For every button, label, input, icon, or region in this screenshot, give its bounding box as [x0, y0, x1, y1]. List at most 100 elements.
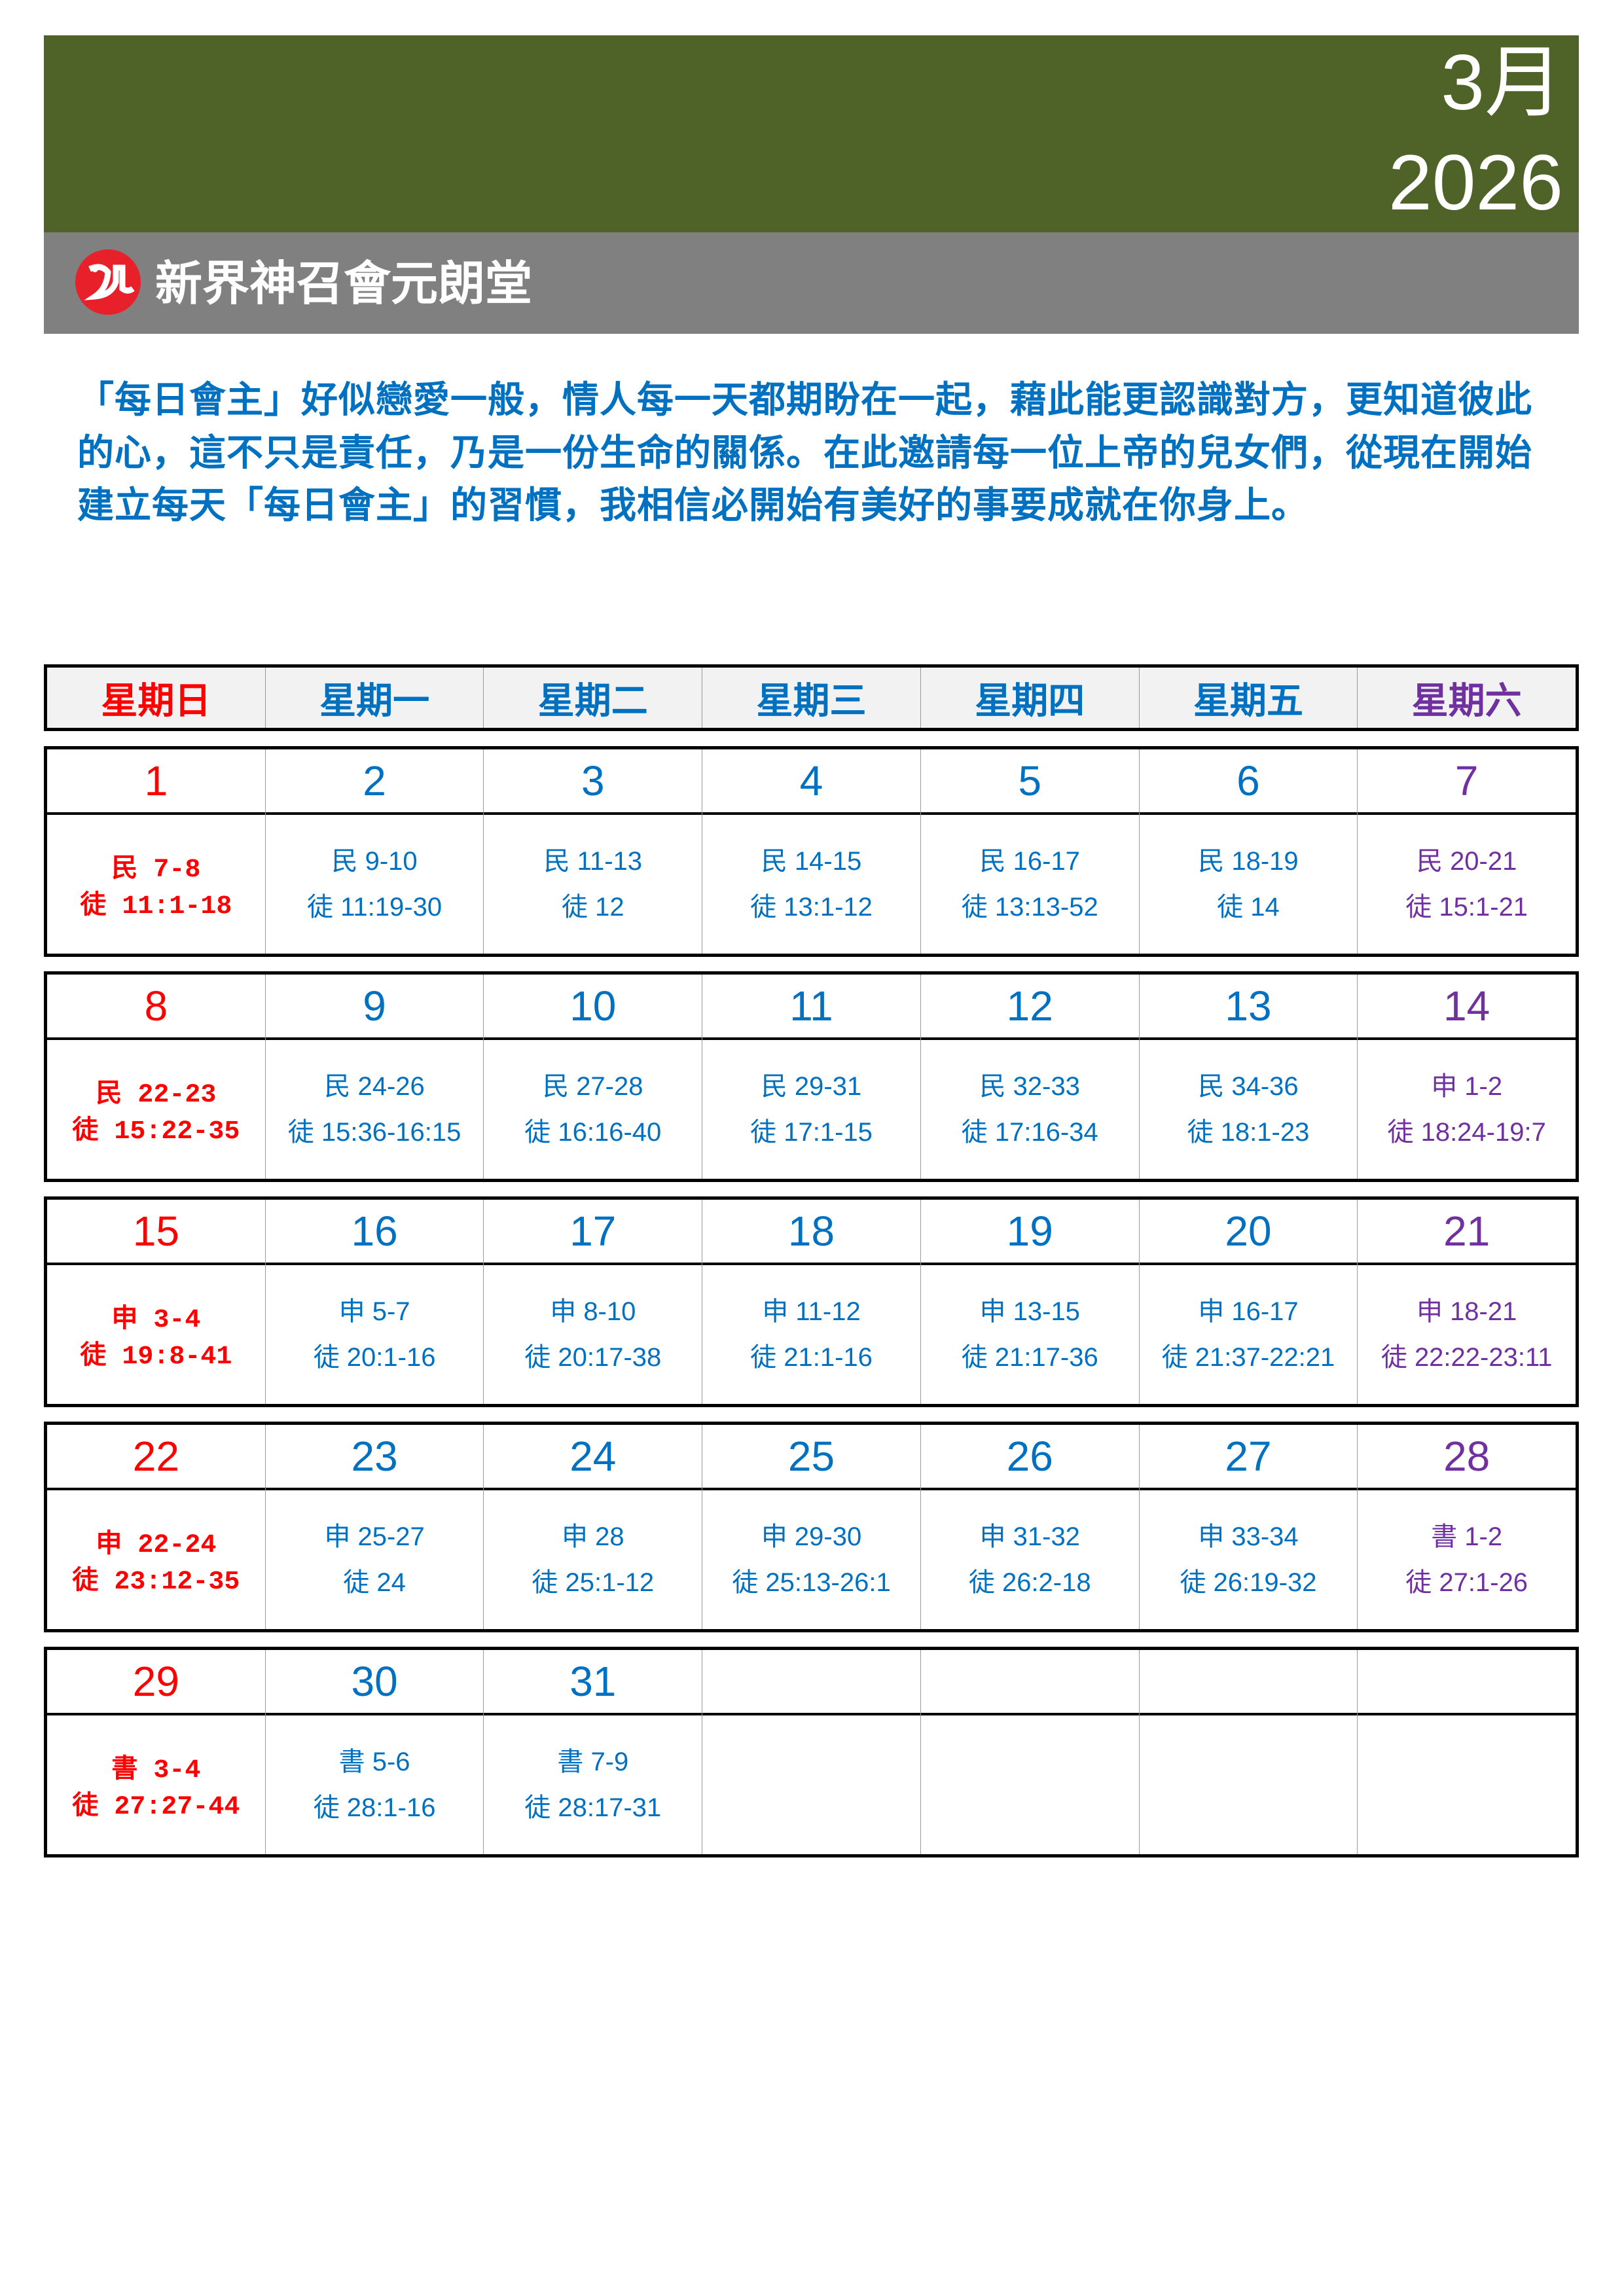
reading-passage: 徒 17:16-34	[961, 1118, 1098, 1147]
day-number: 27	[1139, 1425, 1358, 1490]
reading-plan: 申 22-24 徒 23:12-35	[47, 1490, 265, 1629]
reading-plan: 申 33-34 徒 26:19-32	[1140, 1490, 1358, 1629]
day-number: 31	[484, 1650, 702, 1715]
day-number: 23	[265, 1425, 484, 1490]
reading-passage: 徒 22:22-23:11	[1380, 1343, 1553, 1372]
calendar-week: 8 民 22-23 徒 15:22-35 9 民 24-26 徒 15:36-16:15 1…	[44, 971, 1579, 1182]
reading-plan: 民 11-13 徒 12	[484, 815, 702, 954]
reading-passage: 民 27-28	[543, 1072, 643, 1101]
calendar-day: 2 民 9-10 徒 11:19-30	[264, 749, 484, 954]
calendar-day: 11 民 29-31 徒 17:1-15	[702, 975, 920, 1179]
reading-passage: 徒 24	[343, 1568, 406, 1597]
calendar-day	[1138, 1650, 1358, 1854]
reading-plan	[702, 1715, 920, 1854]
reading-passage: 申 13-15	[979, 1297, 1080, 1326]
reading-plan: 申 28 徒 25:1-12	[484, 1490, 702, 1629]
reading-passage: 徒 20:17-38	[524, 1343, 662, 1372]
reading-plan: 申 13-15 徒 21:17-36	[921, 1265, 1139, 1404]
reading-passage: 民 14-15	[761, 847, 862, 876]
calendar-week: 15 申 3-4 徒 19:8-41 16 申 5-7 徒 20:1-16 17 申 8-10…	[44, 1196, 1579, 1407]
calendar-day: 14 申 1-2 徒 18:24-19:7	[1357, 975, 1576, 1179]
day-number: 29	[47, 1650, 265, 1715]
reading-passage: 徒 21:1-16	[750, 1343, 873, 1372]
reading-passage: 民 7-8	[111, 855, 201, 885]
reading-passage: 徒 18:24-19:7	[1387, 1118, 1546, 1147]
calendar-day: 1 民 7-8 徒 11:1-18	[47, 749, 265, 954]
day-number: 6	[1139, 749, 1358, 815]
day-number	[1139, 1650, 1358, 1715]
intro-paragraph: 「每日會主」好似戀愛一般，情人每一天都期盼在一起，藉此能更認識對方，更知道彼此的…	[77, 379, 1532, 527]
calendar-day: 18 申 11-12 徒 21:1-16	[702, 1200, 920, 1404]
day-number: 5	[920, 749, 1139, 815]
day-number: 28	[1358, 1425, 1576, 1490]
reading-passage: 民 32-33	[979, 1072, 1080, 1101]
weekday-header-cell: 星期四	[920, 668, 1139, 728]
reading-passage: 徒 25:13-26:1	[732, 1568, 891, 1597]
reading-passage: 徒 20:1-16	[313, 1343, 436, 1372]
calendar-day: 20 申 16-17 徒 21:37-22:21	[1138, 1200, 1358, 1404]
day-number: 24	[484, 1425, 702, 1490]
calendar-day: 26 申 31-32 徒 26:2-18	[920, 1425, 1139, 1629]
calendar-day	[920, 1650, 1139, 1854]
day-number	[920, 1650, 1139, 1715]
reading-plan	[921, 1715, 1139, 1854]
reading-passage: 申 18-21	[1416, 1297, 1517, 1326]
day-number: 2	[265, 749, 484, 815]
reading-plan: 民 16-17 徒 13:13-52	[921, 815, 1139, 954]
day-number: 17	[484, 1200, 702, 1265]
reading-passage: 徒 13:13-52	[961, 893, 1098, 922]
reading-passage: 書 5-6	[338, 1748, 410, 1776]
calendar-day: 25 申 29-30 徒 25:13-26:1	[702, 1425, 920, 1629]
reading-passage: 徒 26:2-18	[968, 1568, 1091, 1597]
reading-passage: 申 31-32	[979, 1522, 1080, 1551]
reading-plan: 民 18-19 徒 14	[1140, 815, 1358, 954]
reading-plan: 民 32-33 徒 17:16-34	[921, 1040, 1139, 1179]
reading-plan	[1140, 1715, 1358, 1854]
reading-passage: 徒 23:12-35	[72, 1568, 240, 1597]
reading-passage: 申 33-34	[1198, 1522, 1299, 1551]
calendar-day: 10 民 27-28 徒 16:16-40	[483, 975, 702, 1179]
reading-passage: 徒 25:1-12	[532, 1568, 655, 1597]
day-number: 9	[265, 975, 484, 1040]
reading-passage: 申 29-30	[761, 1522, 862, 1551]
church-logo-icon	[75, 249, 141, 315]
calendar-day: 15 申 3-4 徒 19:8-41	[47, 1200, 265, 1404]
reading-passage: 民 9-10	[331, 847, 418, 876]
reading-plan: 民 14-15 徒 13:1-12	[702, 815, 920, 954]
day-number: 30	[265, 1650, 484, 1715]
calendar-day: 24 申 28 徒 25:1-12	[483, 1425, 702, 1629]
reading-passage: 申 8-10	[550, 1297, 636, 1326]
reading-plan: 民 29-31 徒 17:1-15	[702, 1040, 920, 1179]
day-number: 3	[484, 749, 702, 815]
reading-passage: 申 11-12	[762, 1297, 861, 1326]
calendar-day: 8 民 22-23 徒 15:22-35	[47, 975, 265, 1179]
calendar-day: 4 民 14-15 徒 13:1-12	[702, 749, 920, 954]
calendar-day: 21 申 18-21 徒 22:22-23:11	[1357, 1200, 1576, 1404]
reading-plan: 申 18-21 徒 22:22-23:11	[1358, 1265, 1576, 1404]
day-number: 21	[1358, 1200, 1576, 1265]
reading-passage: 徒 15:36-16:15	[287, 1118, 461, 1147]
reading-plan: 民 20-21 徒 15:1-21	[1358, 815, 1576, 954]
weekday-header-cell: 星期三	[702, 668, 920, 728]
reading-passage: 徒 21:37-22:21	[1161, 1343, 1335, 1372]
reading-plan	[1358, 1715, 1576, 1854]
reading-plan: 申 29-30 徒 25:13-26:1	[702, 1490, 920, 1629]
calendar-day: 29 書 3-4 徒 27:27-44	[47, 1650, 265, 1854]
reading-plan: 民 24-26 徒 15:36-16:15	[266, 1040, 484, 1179]
weekday-header-cell: 星期一	[264, 668, 484, 728]
reading-passage: 徒 15:22-35	[72, 1117, 240, 1147]
reading-passage: 徒 11:19-30	[307, 893, 442, 922]
reading-plan: 民 9-10 徒 11:19-30	[266, 815, 484, 954]
reading-passage: 徒 27:1-26	[1405, 1568, 1528, 1597]
reading-passage: 徒 13:1-12	[750, 893, 873, 922]
month-banner: 3月 2026	[44, 35, 1579, 232]
reading-passage: 徒 19:8-41	[80, 1342, 232, 1372]
reading-plan: 申 11-12 徒 21:1-16	[702, 1265, 920, 1404]
reading-plan: 申 31-32 徒 26:2-18	[921, 1490, 1139, 1629]
reading-passage: 民 20-21	[1416, 847, 1517, 876]
reading-plan: 民 27-28 徒 16:16-40	[484, 1040, 702, 1179]
reading-passage: 民 16-17	[979, 847, 1080, 876]
reading-passage: 書 7-9	[557, 1748, 629, 1776]
reading-plan: 申 3-4 徒 19:8-41	[47, 1265, 265, 1404]
